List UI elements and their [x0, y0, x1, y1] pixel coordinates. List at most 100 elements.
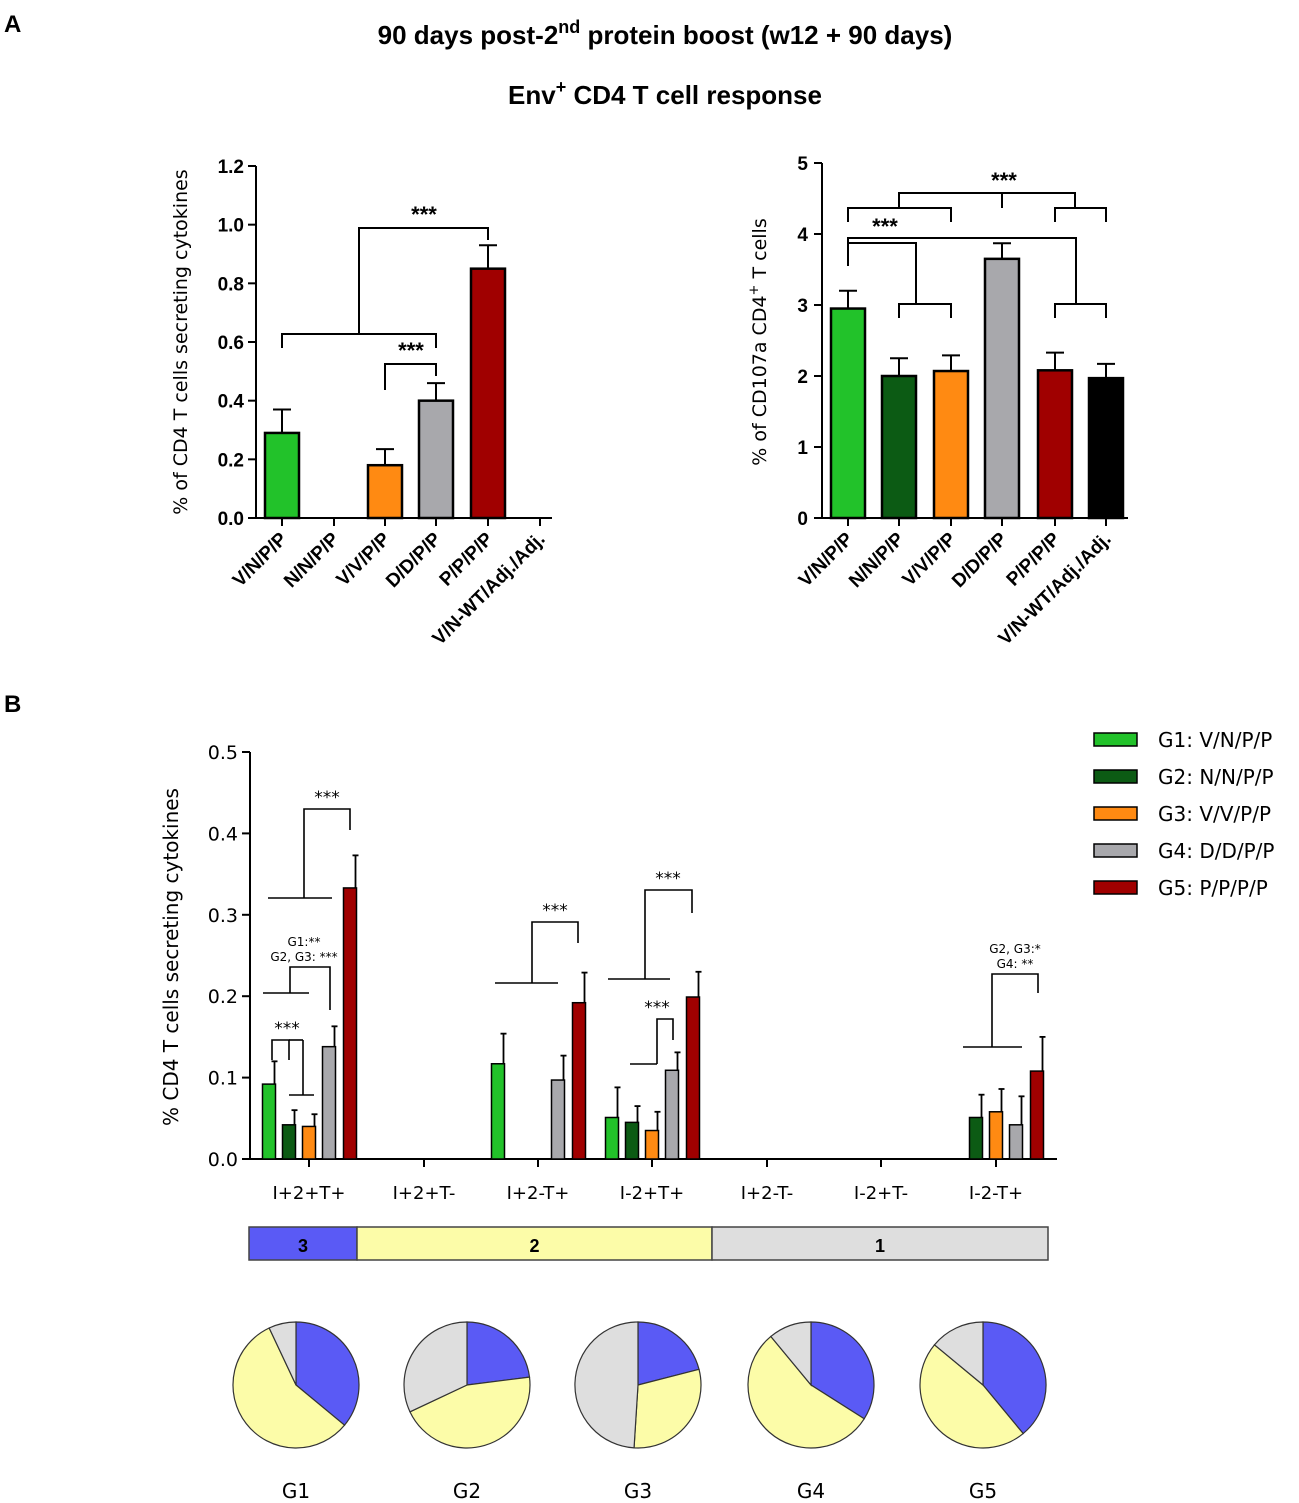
a1-bracket-small: [384, 363, 437, 390]
pie-slice: [295, 1321, 360, 1427]
a1-x-tick-label: V/N/P/P: [229, 528, 292, 591]
a1-bar: [417, 399, 455, 520]
a2-bracket: [898, 303, 952, 318]
a2-y-tick-label: 2: [797, 367, 808, 388]
a2-bracket: [1054, 207, 1107, 222]
b-y-tick-label: 0.4: [208, 823, 238, 845]
a2-x-tick-label: D/D/P/P: [948, 528, 1012, 592]
b-bar: [301, 1125, 317, 1160]
pie-slice: [919, 1343, 1025, 1449]
a1-y-axis-label: % of CD4 T cells secreting cytokines: [170, 169, 192, 514]
chart-b: 0.0 0.1 0.2 0.3 0.4 0.5 % CD4 T cells secretin…: [159, 742, 1057, 1204]
legend-label: G2: N/N/P/P: [1158, 765, 1274, 789]
a2-y-axis-label-main: % of CD107a CD4: [749, 295, 771, 465]
b-bar: [604, 1116, 620, 1160]
b-x-tick-label: I-2+T-: [854, 1183, 908, 1204]
a1-x-tick-label: N/N/P/P: [280, 528, 344, 592]
degree-label: 3: [298, 1236, 308, 1256]
chart-b-legend: G1: V/N/P/P G2: N/N/P/P G3: V/V/P/P G4: D/D…: [1093, 728, 1274, 900]
a2-bracket: [848, 242, 917, 304]
a1-y-tick-label: 0.8: [218, 274, 244, 295]
a1-bar: [263, 431, 301, 520]
b-x-tick-label: I+2+T+: [272, 1183, 345, 1204]
b-bracket: [271, 1039, 290, 1060]
b-significance-label: ***: [542, 901, 568, 921]
legend-label: G5: P/P/P/P: [1158, 876, 1268, 900]
b-significance-label: G2, G3:*: [989, 942, 1041, 956]
pie-slice: [232, 1327, 346, 1449]
a2-bracket: [847, 207, 952, 222]
b-bar: [1008, 1124, 1024, 1160]
legend-label: G1: V/N/P/P: [1158, 728, 1272, 752]
a1-x-tick-label: D/D/P/P: [382, 528, 446, 592]
a1-significance-label: ***: [411, 202, 437, 227]
a2-bar: [880, 374, 918, 520]
a1-bracket-main: [358, 227, 489, 334]
degree-segment: [356, 1226, 713, 1261]
pie-label: G5: [969, 1479, 997, 1503]
b-significance-label: ***: [314, 788, 340, 808]
b-bar: [664, 1069, 680, 1160]
pie-slice: [982, 1321, 1047, 1435]
pie-label: G2: [453, 1479, 481, 1503]
degree-label: 2: [529, 1236, 539, 1256]
a2-bracket: [898, 192, 1076, 208]
b-significance-label: ***: [644, 998, 670, 1018]
a2-y-tick-label: 0: [797, 509, 808, 530]
b-x-tick-label: I-2+T+: [620, 1183, 684, 1204]
b-y-tick-label: 0.0: [208, 1149, 238, 1171]
a2-significance-label: ***: [872, 214, 898, 239]
a2-x-tick-label: N/N/P/P: [845, 528, 909, 592]
b-bracket: [991, 973, 1039, 1047]
legend-swatch: [1093, 769, 1138, 784]
panel-label-a: A: [4, 11, 21, 38]
legend-swatch: [1093, 880, 1138, 895]
pie-slice: [633, 1368, 702, 1449]
a2-y-tick-label: 5: [797, 154, 808, 175]
pie-label: G4: [797, 1479, 825, 1503]
pie-slice: [574, 1321, 639, 1449]
pie-slice: [466, 1321, 531, 1386]
panel-label-b: B: [4, 691, 21, 718]
a1-significance-label: ***: [398, 338, 424, 363]
a2-y-tick-label: 1: [797, 438, 808, 459]
b-bracket: [303, 808, 351, 898]
b-bar: [490, 1063, 506, 1160]
a2-bracket: [847, 237, 1077, 304]
a2-bracket: [1054, 303, 1107, 318]
b-y-tick-label: 0.2: [208, 986, 238, 1008]
b-x-tick-label: I+2-T-: [741, 1183, 794, 1204]
legend-swatch: [1093, 806, 1138, 821]
b-x-tick-label: I+2+T-: [393, 1183, 456, 1204]
b-significance-label: G2, G3: ***: [270, 950, 337, 964]
b-significance-label: G1:**: [288, 935, 321, 949]
b-significance-label: G4: **: [997, 957, 1034, 971]
legend-swatch: [1093, 732, 1138, 747]
pie-slice: [933, 1321, 984, 1387]
a2-y-axis-label-tail: T cells: [749, 218, 771, 284]
a2-bar: [932, 369, 970, 520]
a2-y-tick-label: 3: [797, 296, 808, 317]
b-bar: [571, 1001, 587, 1160]
a1-bar: [469, 267, 507, 520]
pie-slice: [403, 1321, 468, 1413]
b-bracket: [531, 921, 579, 983]
b-bar: [1029, 1070, 1045, 1160]
b-bracket: [644, 889, 693, 979]
b-bar: [342, 887, 358, 1160]
a1-y-tick-label: 0.4: [218, 392, 245, 413]
a2-bar: [983, 257, 1021, 520]
degree-segment: [711, 1226, 1049, 1261]
a2-significance-label: ***: [991, 168, 1017, 193]
pie-slice: [268, 1321, 297, 1386]
a2-y-tick-label: 4: [797, 225, 808, 246]
a2-bar: [829, 307, 867, 520]
degree-bar: 3 2 1: [248, 1226, 1049, 1261]
degree-label: 1: [875, 1236, 885, 1256]
chart-a1: 0.0 0.2 0.4 0.6 0.8 1.0 1.2 % of CD4 T cells se…: [170, 157, 552, 650]
b-bar: [550, 1079, 566, 1160]
a1-y-tick-label: 0.2: [218, 450, 244, 471]
a1-y-tick-label: 0.0: [218, 509, 244, 530]
pie-slice: [409, 1376, 531, 1449]
